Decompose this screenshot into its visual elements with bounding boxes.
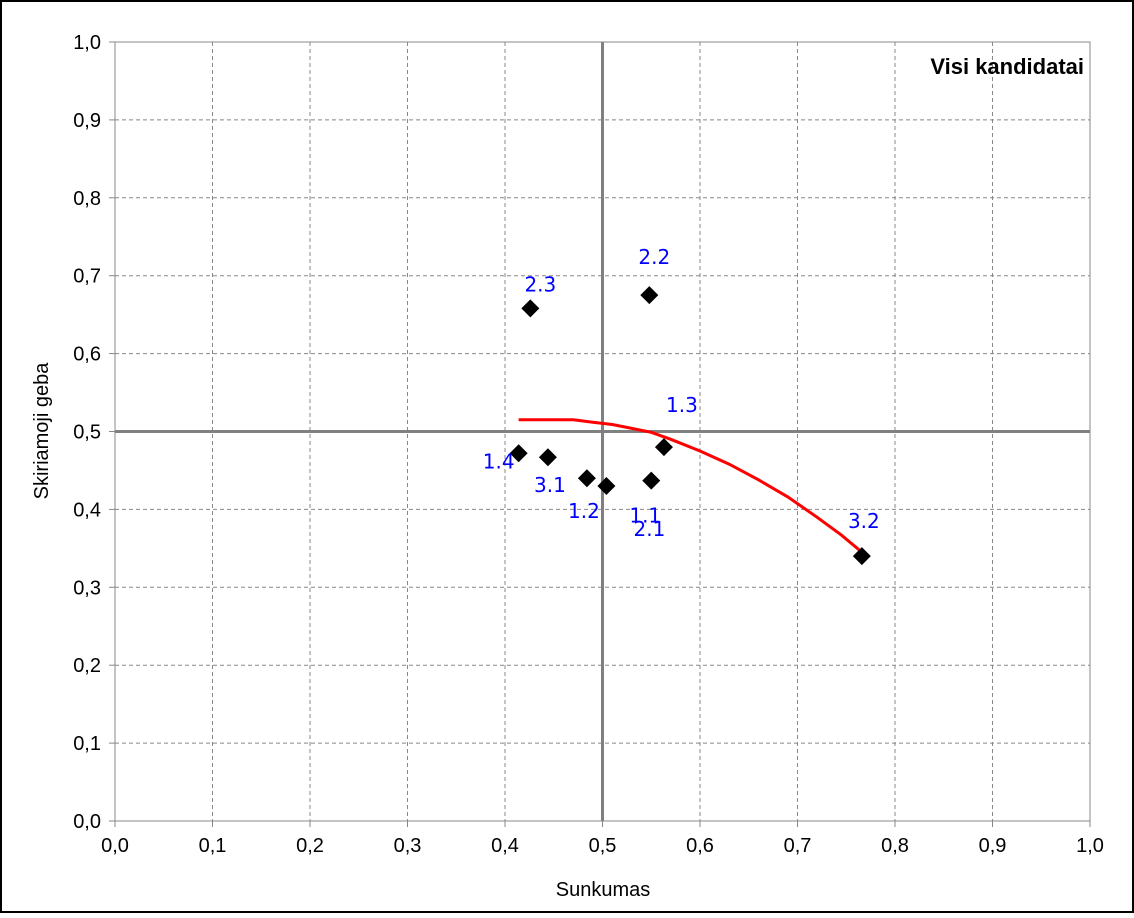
y-tick-label: 1,0 bbox=[73, 32, 101, 54]
y-tick-label: 0,5 bbox=[73, 422, 101, 444]
data-point-label: 3.1 bbox=[534, 473, 566, 497]
trend-line bbox=[518, 418, 863, 554]
y-tick-label: 0,2 bbox=[73, 655, 101, 677]
data-point-marker bbox=[640, 286, 659, 305]
data-point-marker bbox=[509, 444, 528, 463]
y-tick-label: 0,4 bbox=[73, 499, 101, 521]
y-tick-label: 0,1 bbox=[73, 733, 101, 755]
x-tick-label: 0,0 bbox=[101, 835, 129, 857]
data-points bbox=[509, 286, 871, 566]
reference-lines bbox=[115, 42, 1090, 821]
data-point-marker bbox=[654, 438, 673, 457]
x-tick-label: 0,1 bbox=[199, 835, 227, 857]
x-tick-label: 0,7 bbox=[784, 835, 812, 857]
y-tick-label: 0,9 bbox=[73, 110, 101, 132]
data-point-marker bbox=[642, 471, 661, 490]
y-axis-title: Skiriamoji geba bbox=[31, 362, 53, 500]
data-point-label: 1.2 bbox=[568, 499, 600, 523]
x-axis-title: Sunkumas bbox=[556, 879, 651, 901]
data-point-label: 1.4 bbox=[483, 449, 515, 473]
x-tick-label: 0,5 bbox=[589, 835, 617, 857]
data-point-label: 2.3 bbox=[524, 272, 556, 296]
x-tick-label: 0,9 bbox=[979, 835, 1007, 857]
grid bbox=[114, 41, 1091, 822]
x-tick-label: 1,0 bbox=[1076, 835, 1104, 857]
y-tick-label: 0,0 bbox=[73, 811, 101, 833]
data-point-label: 1.3 bbox=[666, 393, 698, 417]
x-tick-label: 0,4 bbox=[491, 835, 519, 857]
point-labels: 2.3 2.2 1.3 1.4 3.11.2 1.12.1 3.2 bbox=[483, 245, 880, 541]
y-tick-label: 0,6 bbox=[73, 344, 101, 366]
data-point-label: 1.1 bbox=[629, 504, 661, 528]
data-point-label: 3.2 bbox=[848, 509, 880, 533]
y-tick-label: 0,3 bbox=[73, 577, 101, 599]
y-tick-label: 0,7 bbox=[73, 266, 101, 288]
y-axis-ticks: 0,0 0,1 0,2 0,3 0,4 0,5 0,6 0,7 0,8 0,9 1,0 bbox=[73, 32, 115, 833]
data-point-marker bbox=[597, 477, 616, 496]
data-point-marker bbox=[521, 299, 540, 318]
data-point-marker bbox=[538, 448, 557, 467]
x-tick-label: 0,6 bbox=[686, 835, 714, 857]
data-point-marker bbox=[852, 547, 871, 566]
x-tick-label: 0,2 bbox=[296, 835, 324, 857]
y-tick-label: 0,8 bbox=[73, 188, 101, 210]
x-tick-label: 0,3 bbox=[394, 835, 422, 857]
x-tick-label: 0,8 bbox=[881, 835, 909, 857]
chart-title: Visi kandidatai bbox=[930, 54, 1084, 79]
data-point-label: 2.1 bbox=[633, 517, 665, 541]
x-axis-ticks: 0,0 0,1 0,2 0,3 0,4 0,5 0,6 0,7 0,8 0,9 1,0 bbox=[101, 821, 1104, 857]
data-point-label: 2.2 bbox=[638, 245, 670, 269]
data-point-marker bbox=[577, 469, 596, 488]
